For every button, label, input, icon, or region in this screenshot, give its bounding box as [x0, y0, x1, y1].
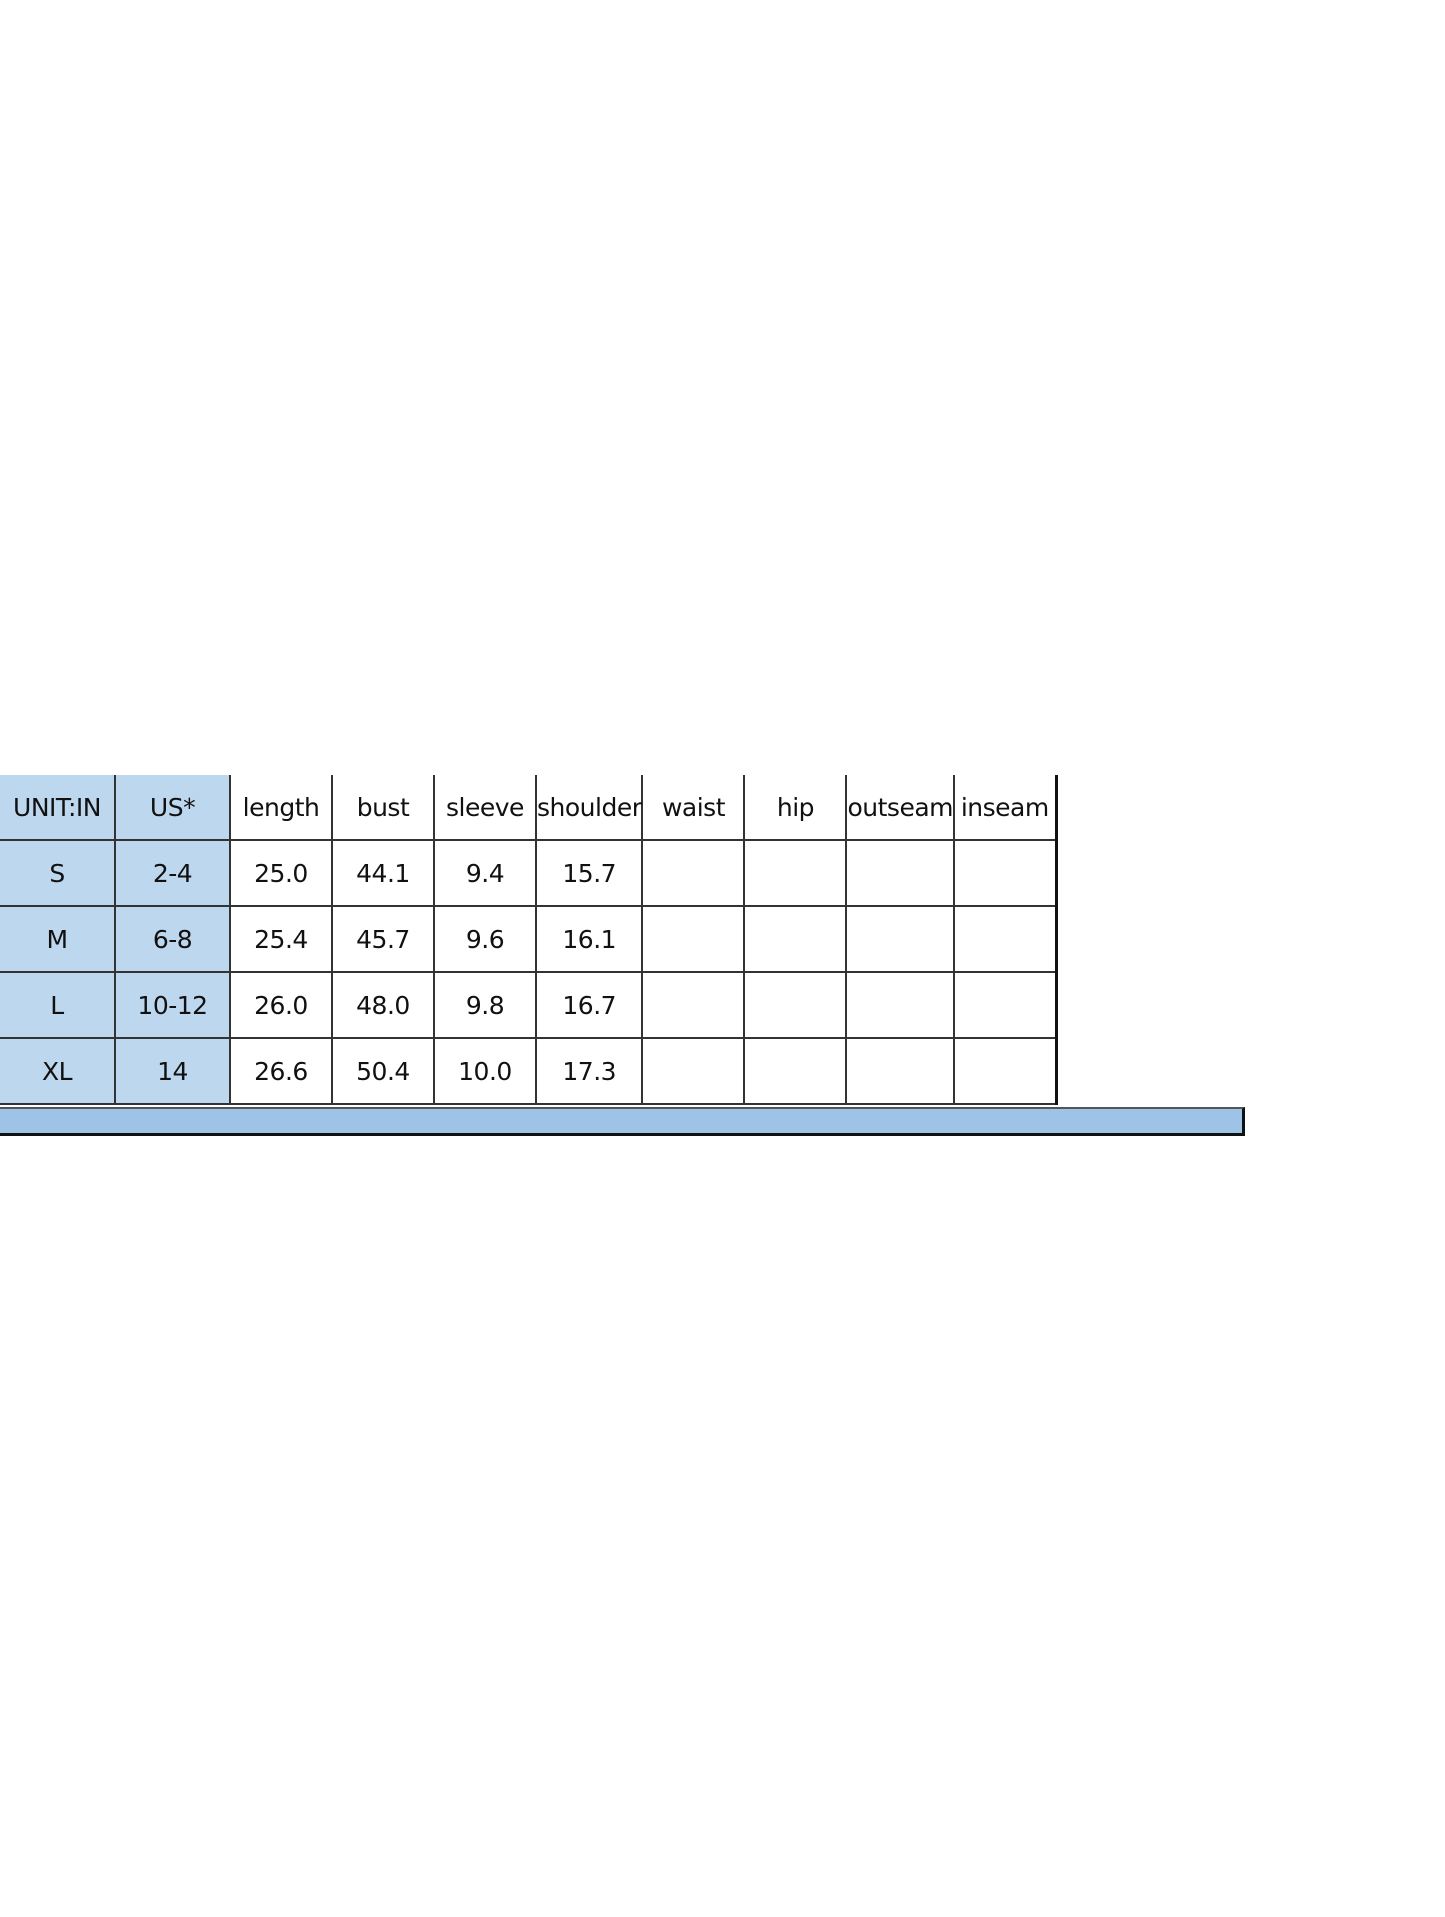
- table-cell: [743, 839, 848, 907]
- table-cell: 25.0: [229, 839, 333, 907]
- table-row: S 2-4 25.0 44.1 9.4 15.7: [0, 839, 1058, 907]
- table-cell: [743, 905, 848, 973]
- size-label: XL: [0, 1037, 116, 1105]
- size-label: S: [0, 839, 116, 907]
- table-cell: [641, 971, 746, 1039]
- table-cell: [743, 1037, 848, 1105]
- column-header: outseam: [845, 775, 956, 841]
- table-cell: 9.8: [433, 971, 537, 1039]
- table-cell: 48.0: [331, 971, 435, 1039]
- table-cell: 44.1: [331, 839, 435, 907]
- table-cell: 6-8: [114, 905, 231, 973]
- table-cell: 26.6: [229, 1037, 333, 1105]
- table-cell: [641, 1037, 746, 1105]
- column-header: waist: [641, 775, 746, 841]
- table-cell: [953, 839, 1058, 907]
- size-chart-table: UNIT:IN US* length bust sleeve shoulder waist h…: [0, 775, 1058, 1105]
- table-cell: 45.7: [331, 905, 435, 973]
- column-header: length: [229, 775, 333, 841]
- table-cell: [845, 1037, 956, 1105]
- table-cell: 17.3: [534, 1037, 644, 1105]
- table-cell: [845, 905, 956, 973]
- table-cell: 15.7: [534, 839, 644, 907]
- table-cell: [641, 839, 746, 907]
- table-cell: 9.4: [433, 839, 537, 907]
- table-cell: 50.4: [331, 1037, 435, 1105]
- table-row: L 10-12 26.0 48.0 9.8 16.7: [0, 971, 1058, 1039]
- table-cell: [953, 971, 1058, 1039]
- table-cell: [953, 1037, 1058, 1105]
- table-cell: 2-4: [114, 839, 231, 907]
- table-cell: 16.1: [534, 905, 644, 973]
- table-cell: 10.0: [433, 1037, 537, 1105]
- column-header: hip: [743, 775, 848, 841]
- table-cell: [845, 971, 956, 1039]
- table-cell: 14: [114, 1037, 231, 1105]
- column-header: US*: [114, 775, 231, 841]
- column-header: bust: [331, 775, 435, 841]
- column-header: UNIT:IN: [0, 775, 116, 841]
- table-cell: 26.0: [229, 971, 333, 1039]
- table-footer-bar: [0, 1107, 1245, 1136]
- column-header: sleeve: [433, 775, 537, 841]
- table-cell: 25.4: [229, 905, 333, 973]
- table-cell: [845, 839, 956, 907]
- table-cell: 9.6: [433, 905, 537, 973]
- table-row: M 6-8 25.4 45.7 9.6 16.1: [0, 905, 1058, 973]
- table-cell: [641, 905, 746, 973]
- table-cell: [953, 905, 1058, 973]
- size-label: M: [0, 905, 116, 973]
- table-row: XL 14 26.6 50.4 10.0 17.3: [0, 1037, 1058, 1105]
- table-cell: 10-12: [114, 971, 231, 1039]
- size-label: L: [0, 971, 116, 1039]
- table-cell: 16.7: [534, 971, 644, 1039]
- header-row: UNIT:IN US* length bust sleeve shoulder waist h…: [0, 775, 1058, 841]
- table-cell: [743, 971, 848, 1039]
- column-header: shoulder: [534, 775, 644, 841]
- column-header: inseam: [953, 775, 1058, 841]
